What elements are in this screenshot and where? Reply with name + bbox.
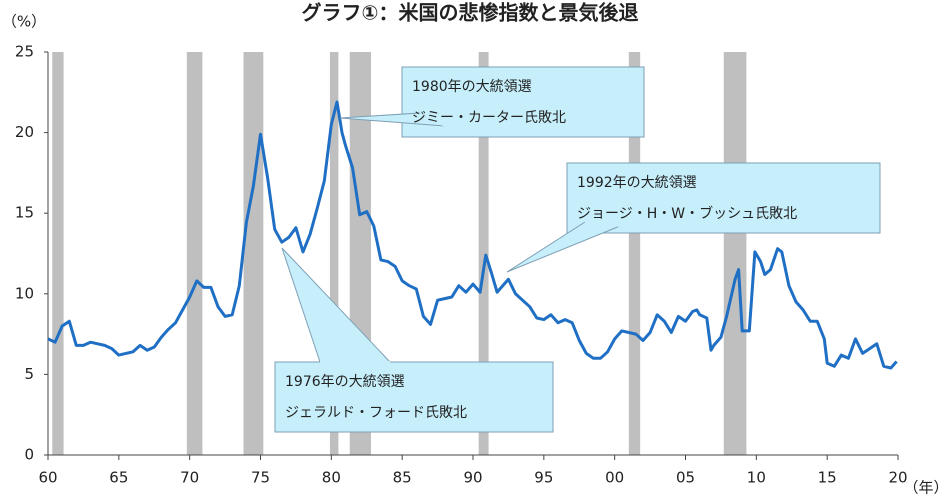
- x-tick-label: 65: [109, 469, 128, 487]
- y-tick-label: 15: [15, 204, 34, 222]
- callout-box: [274, 361, 554, 433]
- recession-band: [329, 52, 339, 455]
- callout-pointer: [339, 112, 446, 127]
- x-tick-label: 85: [393, 469, 412, 487]
- x-tick-label: 05: [676, 469, 695, 487]
- callout-seam: [584, 221, 621, 227]
- recession-band: [723, 52, 747, 455]
- y-tick-label: 5: [24, 365, 34, 383]
- callout-text: ジョージ・H・W・ブッシュ氏敗北: [577, 205, 797, 222]
- x-tick-label: 60: [38, 469, 57, 487]
- x-tick-label: 20: [888, 469, 907, 487]
- misery-index-line: [47, 100, 898, 370]
- callout-pointer: [281, 247, 391, 363]
- callout-box: [401, 66, 645, 138]
- callout-text: 1976年の大統領選: [285, 373, 405, 390]
- x-tick-label: 10: [747, 469, 766, 487]
- callout-pointer: [506, 221, 621, 273]
- x-axis-unit: （年）: [903, 479, 947, 497]
- callout-text: ジェラルド・フォード氏敗北: [285, 405, 467, 421]
- callout-text: 1980年の大統領選: [412, 78, 532, 95]
- recession-band: [478, 52, 489, 455]
- y-tick-label: 0: [24, 446, 34, 464]
- recession-band: [186, 52, 203, 455]
- callout-text: 1992年の大統領選: [577, 174, 697, 191]
- x-tick-label: 75: [251, 469, 270, 487]
- x-tick-label: 70: [180, 469, 199, 487]
- recession-band: [52, 52, 64, 455]
- recession-band: [628, 52, 641, 455]
- x-tick-label: 90: [463, 469, 482, 487]
- x-tick-label: 95: [534, 469, 553, 487]
- chart-title: グラフ①：米国の悲惨指数と景気後退: [302, 1, 639, 25]
- x-tick-label: 15: [818, 469, 837, 487]
- recession-band: [243, 52, 264, 455]
- x-tick-label: 80: [322, 469, 341, 487]
- callout-box: [566, 162, 881, 234]
- y-tick-label: 10: [15, 284, 34, 302]
- x-tick-label: 00: [605, 469, 624, 487]
- callout-seam: [419, 112, 446, 127]
- y-axis-unit: （%）: [2, 13, 46, 31]
- y-tick-label: 25: [15, 43, 34, 61]
- callout-text: ジミー・カーター氏敗北: [412, 110, 566, 126]
- y-tick-label: 20: [15, 123, 34, 141]
